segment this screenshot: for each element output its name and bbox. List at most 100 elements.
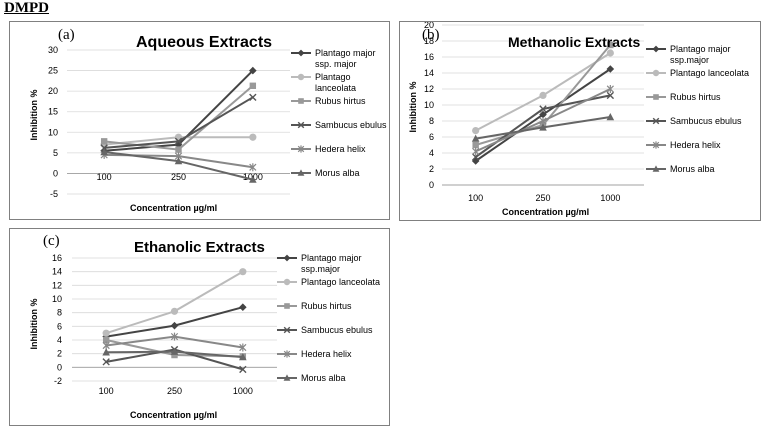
- y-tick-label: 12: [424, 84, 434, 94]
- y-tick-label: 5: [53, 148, 58, 158]
- legend-swatch: [276, 325, 298, 335]
- legend-label: Plantago major ssp.major: [301, 253, 362, 274]
- y-tick-label: 25: [48, 66, 58, 76]
- y-tick-label: 0: [53, 168, 58, 178]
- x-tick-label: 250: [167, 386, 182, 396]
- figure-heading: DMPD: [4, 0, 49, 16]
- legend-item: Sambucus ebulus: [290, 120, 387, 131]
- legend-label: Hedera helix: [670, 140, 721, 150]
- data-point: [170, 347, 179, 355]
- data-point: [472, 127, 480, 135]
- series-hedera-helix: [472, 85, 614, 156]
- series-morus-alba: [100, 148, 257, 183]
- legend-item: Plantago major ssp.major: [645, 44, 731, 66]
- chart-title: Aqueous Extracts: [136, 34, 273, 51]
- legend-swatch: [645, 140, 667, 150]
- y-tick-label: 15: [48, 107, 58, 117]
- legend-label: Sambucus ebulus: [670, 116, 742, 126]
- data-point: [102, 358, 110, 366]
- data-point: [539, 91, 547, 99]
- legend-label: Hedera helix: [315, 144, 366, 154]
- y-tick-label: 2: [429, 164, 434, 174]
- data-point: [606, 65, 615, 73]
- y-axis-label: Inhibition %: [408, 81, 418, 133]
- legend-label: Plantago lanceolata: [301, 277, 381, 287]
- legend-swatch: [645, 44, 667, 54]
- legend-swatch: [645, 68, 667, 78]
- y-tick-label: 10: [52, 294, 62, 304]
- legend-label: Plantago lanceolata: [315, 72, 357, 93]
- legend-item: Hedera helix: [645, 140, 721, 151]
- series-hedera-helix: [102, 332, 247, 352]
- data-point: [472, 141, 479, 149]
- legend-swatch: [290, 168, 312, 178]
- y-tick-label: 16: [52, 253, 62, 263]
- chart-legend: Plantago major ssp.major Plantago lanceola…: [276, 253, 390, 403]
- legend-item: Plantago lanceolata: [290, 72, 356, 94]
- y-axis-label: Inhibition %: [29, 298, 39, 350]
- y-tick-label: 14: [52, 267, 62, 277]
- y-tick-label: 12: [52, 280, 62, 290]
- legend-swatch: [276, 277, 298, 287]
- data-point: [471, 153, 480, 161]
- data-point: [102, 341, 110, 350]
- x-tick-label: 1000: [600, 193, 620, 203]
- data-point: [472, 147, 480, 156]
- data-point: [100, 148, 108, 156]
- data-point: [249, 82, 257, 89]
- legend-label: Plantago lanceolata: [670, 68, 750, 78]
- legend-label: Morus alba: [315, 168, 360, 178]
- data-point: [249, 133, 257, 141]
- legend-swatch: [645, 164, 667, 174]
- x-tick-label: 1000: [233, 386, 253, 396]
- data-point: [606, 113, 615, 121]
- x-axis-label: Concentration µg/ml: [502, 207, 590, 217]
- legend-swatch: [290, 96, 312, 106]
- data-point: [249, 175, 257, 183]
- y-tick-label: 10: [48, 127, 58, 137]
- legend-swatch: [290, 120, 312, 130]
- data-point: [249, 163, 257, 172]
- y-tick-label: 18: [424, 36, 434, 46]
- data-point: [249, 66, 257, 75]
- legend-swatch: [276, 253, 298, 263]
- data-point: [170, 332, 179, 341]
- x-tick-label: 100: [99, 386, 114, 396]
- legend-item: Plantago major ssp.major: [276, 253, 362, 275]
- legend-label: Morus alba: [670, 164, 715, 174]
- y-tick-label: 4: [57, 335, 62, 345]
- legend-item: Plantago lanceolata: [645, 68, 749, 79]
- legend-label: Sambucus ebulus: [301, 325, 373, 335]
- y-tick-label: 14: [424, 68, 434, 78]
- legend-item: Plantago lanceolata: [276, 277, 380, 288]
- legend-swatch: [290, 48, 312, 58]
- y-tick-label: 0: [57, 362, 62, 372]
- y-tick-label: 4: [429, 148, 434, 158]
- legend-swatch: [645, 92, 667, 102]
- legend-item: Plantago major ssp. major: [290, 48, 376, 70]
- y-tick-label: 8: [429, 116, 434, 126]
- data-point: [170, 307, 179, 315]
- legend-label: Sambucus ebulus: [315, 120, 387, 130]
- chart-legend: Plantago major ssp.major Plantago lanceola…: [645, 44, 761, 194]
- series-morus-alba: [102, 347, 247, 361]
- chart-title: Ethanolic Extracts: [134, 239, 265, 256]
- series-rubus-hirtus: [100, 82, 257, 153]
- legend-item: Hedera helix: [276, 349, 352, 360]
- data-point: [239, 343, 247, 352]
- legend-item: Morus alba: [290, 168, 360, 179]
- data-point: [100, 138, 108, 145]
- y-tick-label: 16: [424, 52, 434, 62]
- series-plantago-lanceolata: [102, 268, 247, 337]
- data-point: [175, 146, 182, 153]
- data-point: [171, 351, 178, 359]
- legend-label: Plantago major ssp.major: [670, 44, 731, 65]
- y-tick-label: -2: [54, 376, 62, 386]
- legend-swatch: [290, 72, 312, 82]
- series-plantago-major-ssp-major: [471, 65, 615, 165]
- x-axis-label: Concentration µg/ml: [130, 203, 218, 213]
- data-point: [539, 123, 547, 131]
- legend-label: Plantago major ssp. major: [315, 48, 376, 69]
- y-tick-label: -5: [50, 189, 58, 199]
- y-tick-label: 6: [429, 132, 434, 142]
